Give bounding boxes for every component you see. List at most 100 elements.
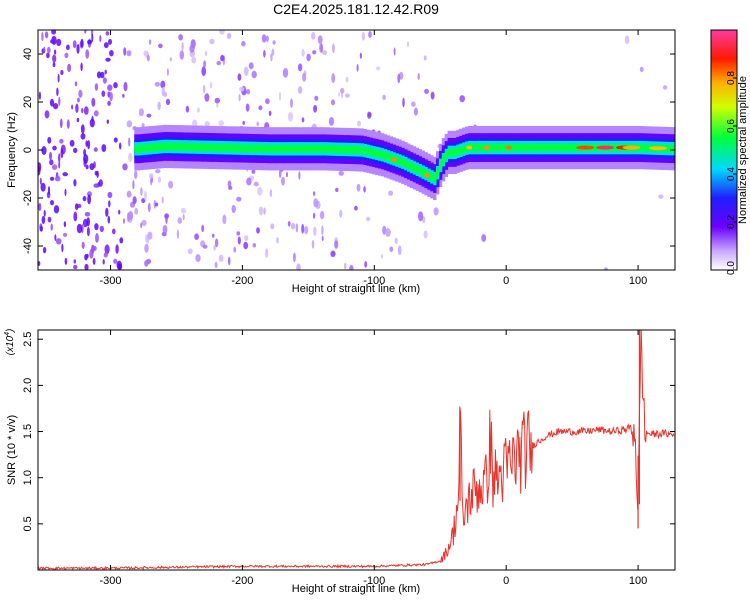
- y-tick-label: 40: [22, 48, 34, 60]
- noise-blob: [101, 144, 107, 153]
- noise-blob: [214, 97, 220, 104]
- ridge-cell: [389, 154, 393, 162]
- ridge-cell: [386, 153, 391, 161]
- noise-blob: [92, 257, 96, 265]
- noise-blob: [60, 69, 64, 76]
- noise-blob: [162, 225, 168, 234]
- ridge-cell: [166, 143, 170, 150]
- noise-blob: [119, 142, 122, 150]
- ridge-cell: [163, 143, 167, 150]
- ridge-cell: [357, 146, 362, 154]
- ridge-cell: [247, 145, 251, 152]
- noise-blob: [83, 106, 89, 115]
- noise-blob: [331, 73, 336, 84]
- noise-blob: [77, 97, 80, 103]
- noise-blob: [73, 264, 78, 270]
- noise-blob: [312, 212, 316, 219]
- noise-blob: [92, 246, 97, 251]
- noise-blob: [270, 53, 273, 62]
- ridge-cell: [186, 143, 190, 151]
- ridge-cell: [148, 144, 153, 152]
- noise-blob: [233, 246, 237, 253]
- noise-blob: [54, 234, 57, 242]
- noise-blob: [191, 56, 197, 64]
- noise-blob: [49, 151, 52, 161]
- x-tick-label: -300: [100, 275, 122, 287]
- y-tick-label: -20: [22, 190, 34, 206]
- noise-blob: [238, 93, 241, 102]
- ridge-cell: [360, 146, 364, 154]
- noise-blob: [662, 85, 668, 90]
- noise-blob: [57, 73, 60, 83]
- noise-blob: [226, 32, 232, 40]
- ridge-cell: [267, 145, 272, 153]
- ridge-cell: [244, 144, 248, 152]
- noise-blob: [43, 209, 46, 217]
- noise-blob: [81, 241, 85, 249]
- spectrogram-y-label: Frequency (Hz): [6, 112, 18, 188]
- ridge-cell: [288, 145, 292, 153]
- ridge-cell: [378, 150, 382, 158]
- noise-blob: [216, 103, 219, 108]
- noise-blob: [295, 223, 299, 233]
- noise-blob: [335, 187, 339, 192]
- noise-blob: [424, 88, 429, 94]
- ridge-cell: [198, 143, 202, 151]
- ridge-cell: [526, 144, 530, 151]
- noise-blob: [218, 120, 224, 127]
- ridge-cell: [227, 144, 231, 152]
- noise-blob: [228, 256, 231, 266]
- noise-blob: [213, 245, 216, 251]
- ridge-cell: [346, 146, 350, 153]
- noise-blob: [168, 180, 174, 189]
- noise-blob: [143, 50, 149, 57]
- ridge-cell: [534, 144, 539, 151]
- ridge-cell: [459, 146, 463, 154]
- noise-blob: [100, 71, 105, 79]
- y-tick-label: 2.5: [22, 332, 34, 347]
- noise-blob: [85, 164, 89, 170]
- ridge-cell: [415, 165, 420, 173]
- noise-blob: [418, 211, 424, 222]
- ridge-cell: [320, 145, 324, 153]
- noise-blob: [58, 161, 61, 169]
- noise-blob: [338, 170, 344, 176]
- ridge-cell: [212, 144, 216, 151]
- noise-blob: [86, 226, 90, 237]
- noise-blob: [189, 44, 195, 53]
- noise-blob: [91, 115, 94, 122]
- noise-blob: [338, 92, 340, 97]
- noise-blob: [107, 100, 111, 106]
- noise-blob: [76, 44, 80, 54]
- noise-blob: [76, 223, 83, 234]
- noise-blob: [258, 105, 263, 111]
- noise-blob: [219, 30, 225, 35]
- noise-blob: [301, 223, 305, 234]
- noise-blob: [287, 221, 291, 227]
- ridge-cell: [311, 145, 315, 153]
- noise-blob: [423, 55, 427, 61]
- ridge-cell: [520, 144, 524, 151]
- noise-blob: [320, 43, 323, 53]
- noise-blob: [239, 87, 245, 92]
- noise-blob: [242, 120, 245, 125]
- noise-blob: [38, 91, 42, 100]
- snr-x-ticks: -300 -200 -100 0 100: [100, 330, 647, 587]
- noise-blob: [301, 48, 305, 58]
- ridge-cell: [450, 149, 454, 156]
- ridge-peak: [596, 145, 615, 150]
- noise-blob: [91, 97, 96, 107]
- noise-blob: [397, 245, 402, 256]
- noise-blob: [134, 170, 138, 179]
- noise-blob: [51, 164, 58, 170]
- noise-blob: [257, 187, 263, 196]
- noise-blob: [72, 40, 77, 49]
- noise-blob: [47, 136, 52, 144]
- noise-blob: [179, 50, 185, 60]
- noise-blob: [256, 121, 259, 127]
- ridge-cell: [279, 145, 283, 153]
- noise-blob: [119, 237, 124, 244]
- ridge-cell: [569, 144, 573, 151]
